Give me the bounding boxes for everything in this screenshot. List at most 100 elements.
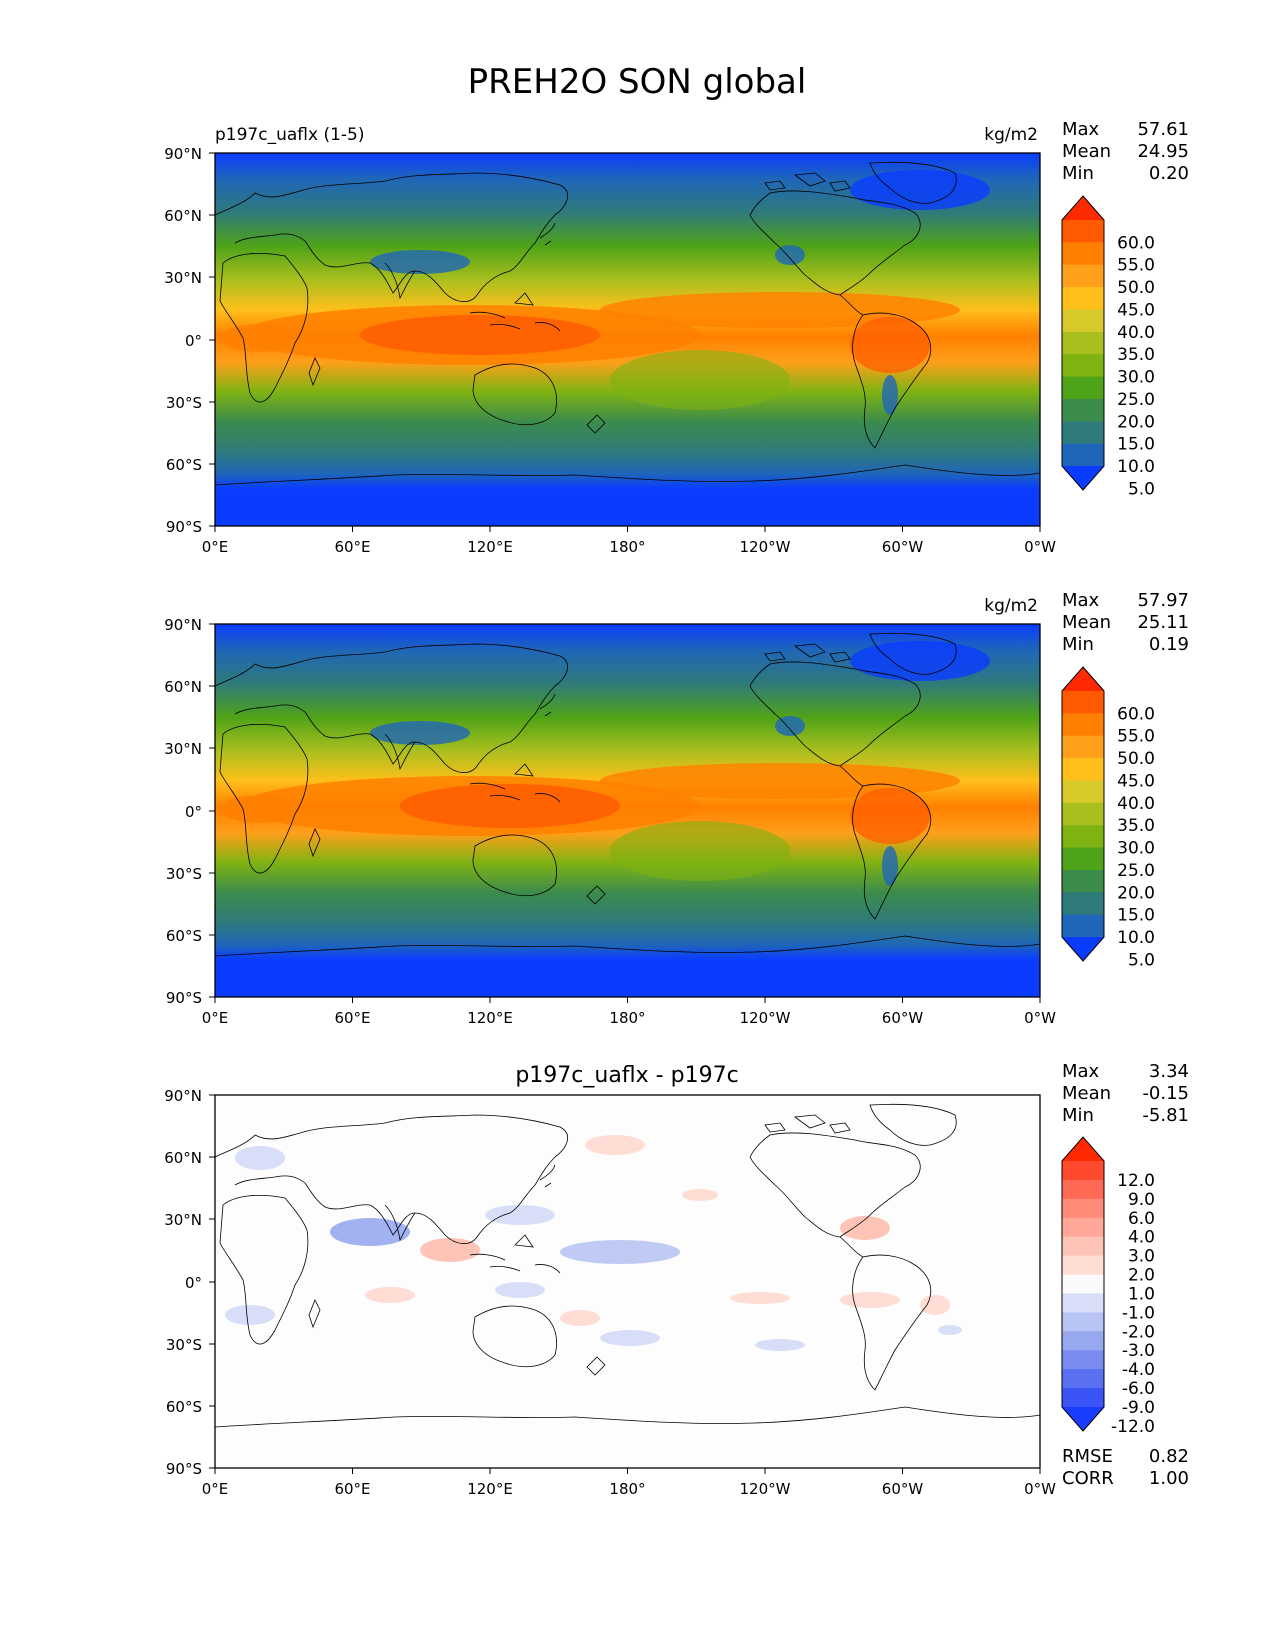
colorbar-bin <box>1062 1293 1104 1313</box>
lat-tick-label: 60°S <box>166 927 202 945</box>
colorbar-bin <box>1062 1388 1104 1408</box>
lat-tick-label: 0° <box>185 1274 202 1292</box>
stat-label: Min <box>1062 163 1094 184</box>
colorbar-bin <box>1062 735 1104 759</box>
colorbar-tick-label: 25.0 <box>1117 861 1155 881</box>
stat-value: -5.81 <box>1142 1105 1189 1126</box>
colorbar-tick-label: -12.0 <box>1111 1417 1155 1437</box>
colorbar-tick-label: -1.0 <box>1122 1303 1155 1323</box>
colorbar-extend-min <box>1062 937 1104 961</box>
colorbar-bin <box>1062 1331 1104 1351</box>
lon-tick-label: 60°W <box>882 1480 924 1498</box>
colorbar-extend-min <box>1062 1407 1104 1431</box>
stat-value: 25.11 <box>1137 612 1189 633</box>
lat-axis: 90°N 60°N 30°N 0° 30°S 60°S 90°S <box>164 1087 215 1478</box>
colorbar-tick-label: 25.0 <box>1117 390 1155 410</box>
colorbar-bin <box>1062 331 1104 355</box>
colorbar-tick-label: 10.0 <box>1117 457 1155 477</box>
lon-tick-label: 120°E <box>467 1480 513 1498</box>
stat-value: 0.19 <box>1149 634 1189 655</box>
colorbar-outline <box>1061 195 1105 491</box>
colorbar-extend-min <box>1062 466 1104 490</box>
panel-units: kg/m2 <box>984 125 1038 145</box>
colorbar-tick-label: 1.0 <box>1128 1284 1155 1304</box>
colorbar-tick-label: 55.0 <box>1117 256 1155 276</box>
colorbar-tick-label: 5.0 <box>1128 950 1155 970</box>
lat-tick-label: 90°N <box>164 616 202 634</box>
colorbar-bin <box>1062 1179 1104 1200</box>
colorbar-tick-label: 9.0 <box>1128 1190 1155 1210</box>
stat-label: Min <box>1062 634 1094 655</box>
panel-center-title: p197c_uaflx - p197c <box>515 1063 738 1088</box>
lon-tick-label: 0°E <box>202 1480 229 1498</box>
colorbar-tick-label: -3.0 <box>1122 1341 1155 1361</box>
colorbar-outline <box>1061 666 1105 962</box>
colorbar-tick-label: 15.0 <box>1117 435 1155 455</box>
stat-value: 3.34 <box>1149 1061 1189 1082</box>
colorbar-tick-label: 30.0 <box>1117 368 1155 388</box>
colorbar-tick-label: 20.0 <box>1117 412 1155 432</box>
colorbar-bin <box>1062 264 1104 288</box>
panel-difference: p197c_uaflx - p197c <box>164 1061 1189 1498</box>
lat-tick-label: 30°N <box>164 740 202 758</box>
colorbar-tick-label: 40.0 <box>1117 323 1155 343</box>
stat-value: 57.61 <box>1137 119 1189 140</box>
stat-label: Max <box>1062 590 1100 611</box>
colorbar-bin <box>1062 1312 1104 1332</box>
colorbar-bin <box>1062 847 1104 871</box>
stat-label: Mean <box>1062 612 1111 633</box>
colorbar-tick-label: -4.0 <box>1122 1360 1155 1380</box>
colorbar-bin <box>1062 287 1104 310</box>
lat-tick-label: 90°S <box>166 989 202 1007</box>
colorbar-extend-max <box>1062 1137 1104 1161</box>
colorbar-outline <box>1061 1136 1105 1432</box>
colorbar-bin <box>1062 443 1104 467</box>
stat-value: 0.20 <box>1149 163 1189 184</box>
lat-axis: 90°N 60°N 30°N 0° 30°S 60°S 90°S <box>164 145 215 536</box>
stat-value: 24.95 <box>1137 141 1189 162</box>
lat-axis: 90°N 60°N 30°N 0° 30°S 60°S 90°S <box>164 616 215 1007</box>
stat-label: Mean <box>1062 141 1111 162</box>
colorbar-tick-label: 6.0 <box>1128 1209 1155 1229</box>
lat-tick-label: 90°S <box>166 1460 202 1478</box>
lat-tick-label: 90°S <box>166 518 202 536</box>
colorbar-tick-label: 60.0 <box>1117 233 1155 253</box>
lon-tick-label: 0°E <box>202 538 229 556</box>
colorbar-tick-label: 15.0 <box>1117 906 1155 926</box>
colorbar-tick-label: 35.0 <box>1117 816 1155 836</box>
lat-tick-label: 30°S <box>166 394 202 412</box>
colorbar-tick-label: 4.0 <box>1128 1228 1155 1248</box>
metric-value: 1.00 <box>1149 1468 1189 1489</box>
lon-tick-label: 120°E <box>467 1009 513 1027</box>
lat-tick-label: 30°N <box>164 269 202 287</box>
colorbar-bin <box>1062 421 1104 445</box>
metric-label: CORR <box>1062 1468 1114 1489</box>
lon-tick-label: 180° <box>609 538 645 556</box>
colorbar-bin <box>1062 1217 1104 1238</box>
lat-tick-label: 60°S <box>166 1398 202 1416</box>
lon-tick-label: 60°W <box>882 538 924 556</box>
colorbar-tick-label: 20.0 <box>1117 883 1155 903</box>
lon-tick-label: 60°E <box>334 538 370 556</box>
colorbar-tick-label: 55.0 <box>1117 727 1155 747</box>
colorbar-bin <box>1062 242 1104 266</box>
colorbar-bin <box>1062 691 1104 714</box>
panel-units: kg/m2 <box>984 596 1038 616</box>
stat-value: 57.97 <box>1137 590 1189 611</box>
colorbar-bin <box>1062 376 1104 400</box>
stats-block: Max 57.97 Mean 25.11 Min 0.19 <box>1062 590 1189 655</box>
colorbar: 60.0 55.050.045.0 40.035.0 30.025.020.0 15.0… <box>1061 666 1155 970</box>
lat-tick-label: 60°N <box>164 207 202 225</box>
lat-tick-label: 90°N <box>164 145 202 163</box>
metric-value: 0.82 <box>1149 1446 1189 1467</box>
colorbar: 12.09.06.04.03.02.01.0-1.0-2.0-3.0-4.0-6… <box>1061 1136 1155 1437</box>
lon-tick-label: 120°E <box>467 538 513 556</box>
colorbar-tick-label: 12.0 <box>1117 1171 1155 1191</box>
colorbar-tick-label: 5.0 <box>1128 479 1155 499</box>
colorbar-bin <box>1062 1236 1104 1257</box>
lat-tick-label: 0° <box>185 803 202 821</box>
lon-axis: 0°E 60°E 120°E 180° 120°W 60°W 0°W <box>202 526 1056 556</box>
lat-tick-label: 60°N <box>164 1149 202 1167</box>
lat-tick-label: 0° <box>185 332 202 350</box>
